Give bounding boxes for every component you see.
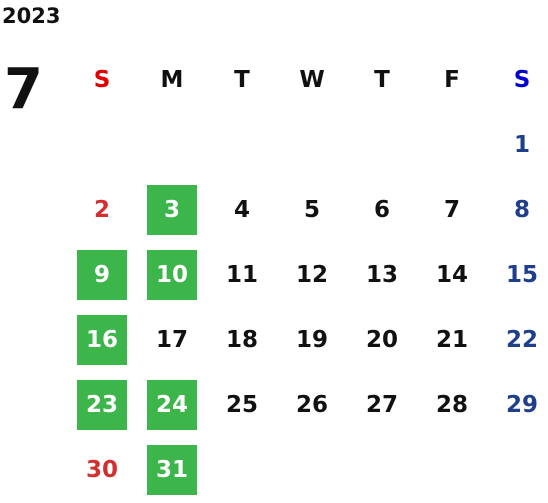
day-cell: 11 xyxy=(225,262,258,288)
day-cell: 28 xyxy=(435,392,468,418)
day-cell: 17 xyxy=(155,327,188,353)
day-cell: 19 xyxy=(295,327,328,353)
day-cell: 18 xyxy=(225,327,258,353)
weekday-header: T xyxy=(374,67,390,93)
day-cell: 31 xyxy=(147,445,197,495)
month: 7 xyxy=(4,57,43,122)
weekday-header: T xyxy=(234,67,250,93)
day-cell: 5 xyxy=(303,197,320,223)
day-cell: 22 xyxy=(505,327,538,353)
day-cell: 20 xyxy=(365,327,398,353)
weekday-header: M xyxy=(160,67,184,93)
day-cell: 27 xyxy=(365,392,398,418)
weekday-header: W xyxy=(299,67,325,93)
day-cell: 21 xyxy=(435,327,468,353)
day-cell: 16 xyxy=(77,315,127,365)
day-cell: 6 xyxy=(373,197,390,223)
weekday-header: F xyxy=(444,67,460,93)
day-cell: 12 xyxy=(295,262,328,288)
day-cell: 2 xyxy=(93,197,110,223)
day-cell: 10 xyxy=(147,250,197,300)
day-cell: 26 xyxy=(295,392,328,418)
weekday-header: S xyxy=(513,67,531,93)
day-cell: 29 xyxy=(505,392,538,418)
day-cell: 1 xyxy=(513,132,530,158)
day-cell: 9 xyxy=(77,250,127,300)
day-cell: 3 xyxy=(147,185,197,235)
day-cell: 30 xyxy=(85,457,118,483)
weekday-header: S xyxy=(93,67,111,93)
day-cell: 8 xyxy=(513,197,530,223)
day-cell: 15 xyxy=(505,262,538,288)
day-cell: 7 xyxy=(443,197,460,223)
day-cell: 4 xyxy=(233,197,250,223)
day-cell: 24 xyxy=(147,380,197,430)
day-cell: 14 xyxy=(435,262,468,288)
year: 2023 xyxy=(2,4,61,28)
day-cell: 25 xyxy=(225,392,258,418)
day-cell: 13 xyxy=(365,262,398,288)
day-cell: 23 xyxy=(77,380,127,430)
